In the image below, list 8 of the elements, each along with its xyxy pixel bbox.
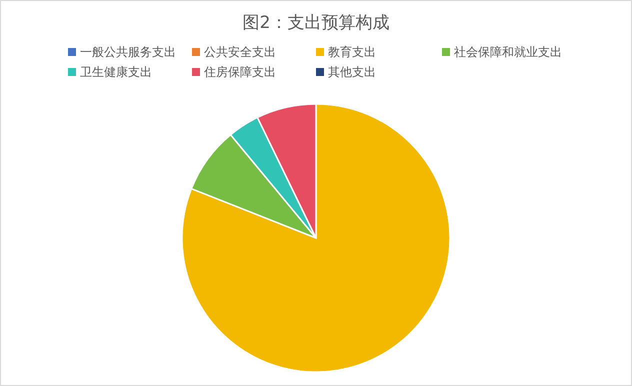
legend-label: 社会保障和就业支出 <box>454 45 562 59</box>
chart-title: 图2：支出预算构成 <box>242 13 390 33</box>
legend-label: 其他支出 <box>328 65 376 79</box>
legend-label: 教育支出 <box>328 45 376 59</box>
legend-label: 卫生健康支出 <box>80 65 152 79</box>
legend-label: 住房保障支出 <box>203 65 276 79</box>
legend-label: 公共安全支出 <box>204 45 276 59</box>
legend-label: 一般公共服务支出 <box>80 45 176 59</box>
